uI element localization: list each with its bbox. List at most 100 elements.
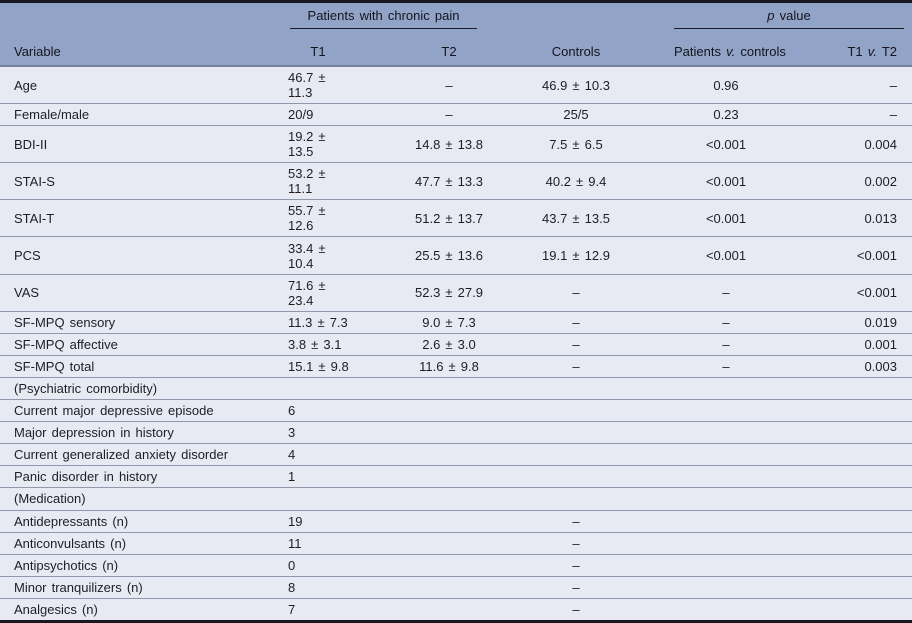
cell-t2: – [445, 107, 453, 123]
cell-t1-v-t2: 0.019 [864, 314, 897, 330]
table-row: Panic disorder in history 1 [0, 465, 912, 487]
table-body: Age 46.7 ± 11.3 – 46.9 ± 10.3 0.96 – Fem… [0, 67, 912, 620]
cell-controls: – [572, 513, 580, 529]
table-row: Current generalized anxiety disorder 4 [0, 443, 912, 465]
cell-patients-v-controls: <0.001 [705, 248, 747, 264]
cell-variable: SF-MPQ total [14, 358, 95, 374]
table-row: SF-MPQ sensory 11.3 ± 7.3 9.0 ± 7.3 – – … [0, 310, 912, 333]
cell-t1: 33.4 ± 10.4 [288, 240, 326, 271]
cell-t1: 19 [288, 513, 303, 529]
group-header-patients: Patients with chronic pain [290, 8, 477, 29]
cell-controls: 46.9 ± 10.3 [542, 77, 610, 93]
table-row: SF-MPQ affective 3.8 ± 3.1 2.6 ± 3.0 – –… [0, 332, 912, 355]
cell-controls: 7.5 ± 6.5 [549, 136, 603, 152]
cell-controls: – [572, 557, 580, 573]
table-row: VAS 71.6 ± 23.4 52.3 ± 27.9 – – <0.001 [0, 273, 912, 311]
cell-t2: 51.2 ± 13.7 [415, 210, 483, 226]
cell-variable: Antidepressants (n) [14, 513, 129, 529]
column-header-controls: Controls [551, 44, 601, 59]
cell-t1-v-t2: <0.001 [856, 285, 897, 301]
cell-t1: 7 [288, 601, 296, 617]
cell-t1: 53.2 ± 11.1 [288, 166, 326, 197]
cell-patients-v-controls: – [722, 314, 730, 330]
cell-variable: Current major depressive episode [14, 403, 214, 419]
cell-patients-v-controls: – [722, 358, 730, 374]
cell-t2: 9.0 ± 7.3 [422, 314, 476, 330]
pvc-post: controls [735, 44, 786, 59]
cell-t1: 3.8 ± 3.1 [288, 336, 342, 352]
table-row: SF-MPQ total 15.1 ± 9.8 11.6 ± 9.8 – – 0… [0, 354, 912, 377]
cell-variable: Analgesics (n) [14, 601, 98, 617]
cell-controls: – [572, 336, 580, 352]
table-row: Antidepressants (n) 19 – [0, 509, 912, 532]
cell-variable: Panic disorder in history [14, 469, 158, 485]
cell-t1: 11.3 ± 7.3 [288, 314, 348, 330]
table-row: (Medication) [0, 487, 912, 509]
table-row: (Psychiatric comorbidity) [0, 376, 912, 399]
p-value-italic-p: p [767, 8, 775, 23]
column-header-t1: T1 [310, 44, 326, 59]
cell-t1: 4 [288, 447, 296, 463]
table-row: Antipsychotics (n) 0 – [0, 553, 912, 576]
column-header-t2: T2 [441, 44, 457, 59]
cell-t1: 46.7 ± 11.3 [288, 70, 326, 101]
table-row: Minor tranquilizers (n) 8 – [0, 575, 912, 598]
cell-patients-v-controls: <0.001 [705, 210, 747, 226]
cell-t1: 8 [288, 579, 296, 595]
cell-controls: 25/5 [563, 107, 589, 123]
cell-variable: VAS [14, 285, 40, 301]
cell-controls: – [572, 535, 580, 551]
cell-patients-v-controls: 0.96 [713, 77, 739, 93]
cell-t2: 52.3 ± 27.9 [415, 285, 483, 301]
cell-t1-v-t2: – [889, 107, 897, 123]
cell-t2: 25.5 ± 13.6 [415, 248, 483, 264]
table-row: STAI-S 53.2 ± 11.1 47.7 ± 13.3 40.2 ± 9.… [0, 162, 912, 199]
cell-t2: 14.8 ± 13.8 [415, 136, 483, 152]
column-header-patients-v-controls: Patients v. controls [612, 44, 786, 59]
cell-t1: 55.7 ± 12.6 [288, 203, 326, 234]
cell-variable: STAI-T [14, 210, 55, 226]
cell-t1: 20/9 [288, 107, 314, 123]
column-header-variable: Variable [14, 44, 61, 59]
table-row: BDI-II 19.2 ± 13.5 14.8 ± 13.8 7.5 ± 6.5… [0, 125, 912, 162]
cell-t1-v-t2: 0.002 [864, 173, 897, 189]
cell-controls: – [572, 579, 580, 595]
cell-variable: STAI-S [14, 173, 55, 189]
cell-variable: SF-MPQ sensory [14, 314, 116, 330]
cell-variable: Anticonvulsants (n) [14, 535, 127, 551]
cell-controls: – [572, 601, 580, 617]
cell-t1-v-t2: 0.003 [864, 358, 897, 374]
t1t2-pre: T1 [847, 44, 868, 59]
cell-variable: Major depression in history [14, 425, 174, 441]
cell-patients-v-controls: <0.001 [705, 136, 747, 152]
cell-t1: 15.1 ± 9.8 [288, 358, 349, 374]
pvc-v-italic: v. [726, 44, 736, 59]
cell-t1: 1 [288, 469, 296, 485]
table-row: Analgesics (n) 7 – [0, 597, 912, 620]
group-header-p-value: p value [674, 8, 904, 29]
table-row: PCS 33.4 ± 10.4 25.5 ± 13.6 19.1 ± 12.9 … [0, 236, 912, 273]
table-bottom-rule [0, 620, 912, 623]
table-row: Female/male 20/9 – 25/5 0.23 – [0, 103, 912, 125]
cell-t1: 0 [288, 557, 296, 573]
cell-variable: Antipsychotics (n) [14, 557, 119, 573]
cell-t1-v-t2: <0.001 [856, 248, 897, 264]
cell-variable: PCS [14, 248, 41, 264]
table-row: Anticonvulsants (n) 11 – [0, 531, 912, 554]
column-header-t1-v-t2: T1 v. T2 [786, 44, 912, 59]
cell-t1: 3 [288, 425, 296, 441]
table-row: STAI-T 55.7 ± 12.6 51.2 ± 13.7 43.7 ± 13… [0, 199, 912, 236]
cell-patients-v-controls: <0.001 [705, 173, 747, 189]
cell-t1: 19.2 ± 13.5 [288, 129, 326, 160]
table-top-rule [0, 0, 912, 3]
cell-variable: SF-MPQ affective [14, 336, 118, 352]
cell-variable: (Medication) [14, 491, 86, 507]
table-row: Major depression in history 3 [0, 421, 912, 443]
cell-variable: Age [14, 77, 38, 93]
cell-variable: BDI-II [14, 136, 48, 152]
table-row: Current major depressive episode 6 [0, 399, 912, 421]
cell-t1-v-t2: – [889, 77, 897, 93]
cell-variable: (Psychiatric comorbidity) [14, 380, 158, 396]
cell-t2: – [445, 77, 453, 93]
